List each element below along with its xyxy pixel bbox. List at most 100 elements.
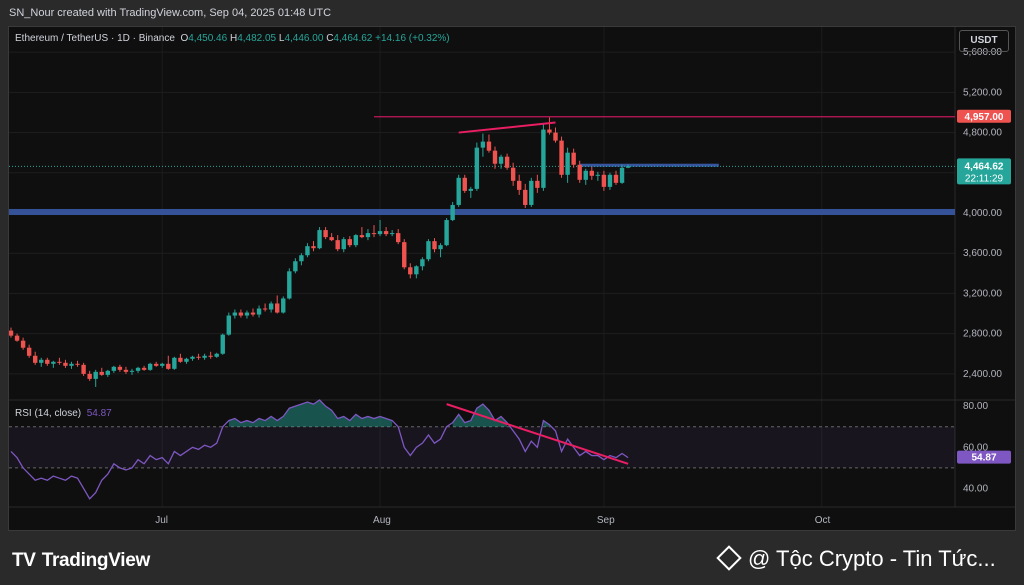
tradingview-logo[interactable]: TV TradingView (12, 550, 150, 572)
supply-zone (579, 163, 719, 167)
candle (268, 303, 274, 310)
price-chart[interactable]: 2,400.00 2,800.00 3,200.00 3,600.00 4,000.00… (9, 27, 1015, 530)
rsi-band (9, 426, 955, 468)
candle (450, 204, 455, 221)
candle (69, 363, 74, 366)
y-tick-label: 4,000.00 (963, 208, 1002, 219)
candle (39, 359, 44, 363)
candle (190, 356, 195, 359)
candle (75, 363, 80, 365)
candle (468, 188, 473, 191)
candle (625, 166, 631, 168)
candle (383, 231, 389, 235)
candle (33, 355, 38, 363)
candle (129, 370, 135, 372)
candle (117, 366, 123, 370)
candle (172, 357, 177, 369)
y-tick-label: 5,600.00 (963, 47, 1002, 58)
candle (299, 255, 304, 262)
low-label: L (278, 33, 285, 44)
rsi-line (10, 399, 629, 500)
candle (9, 330, 14, 336)
candle (541, 129, 546, 188)
candle (341, 239, 346, 250)
watermark: @ Tộc Crypto - Tin Tức... (716, 545, 996, 572)
candle (389, 233, 395, 235)
candle (160, 363, 165, 366)
support-zone (9, 208, 955, 216)
candle (438, 245, 443, 250)
candle (559, 140, 564, 175)
chart-panel[interactable]: 2,400.00 2,800.00 3,200.00 3,600.00 4,000.00… (8, 26, 1016, 531)
close-label: C (326, 33, 334, 44)
candle (535, 180, 540, 188)
high-value: 4,482.05 (237, 33, 277, 44)
x-tick-label: Oct (815, 515, 831, 526)
candle (20, 340, 26, 348)
candle (250, 312, 256, 315)
candle (359, 235, 365, 238)
candle (196, 356, 201, 358)
candle (613, 174, 619, 183)
candle (523, 189, 528, 205)
chart-header: SN_Nour created with TradingView.com, Se… (0, 0, 1024, 26)
candle (498, 156, 504, 164)
resistance-badge: 4,957.00 (965, 112, 1004, 123)
currency-button[interactable]: USDT (959, 30, 1009, 52)
candle (619, 167, 625, 183)
candle (208, 355, 213, 357)
countdown-badge: 22:11:29 (965, 173, 1004, 184)
candle (529, 180, 534, 205)
x-tick-label: Aug (373, 515, 391, 526)
candle (456, 177, 461, 205)
candle (323, 230, 328, 238)
y-tick-label: 2,800.00 (963, 329, 1002, 340)
candle (432, 241, 437, 250)
rsi-trendline (446, 403, 629, 465)
candle (420, 259, 425, 267)
low-value: 4,446.00 (284, 33, 324, 44)
candle (444, 220, 449, 246)
candle (317, 230, 322, 249)
candle (14, 335, 20, 341)
candle (517, 180, 522, 190)
candle (147, 363, 153, 370)
rsi-tick-label: 60.00 (963, 442, 988, 453)
candle (135, 367, 141, 371)
candle (492, 150, 498, 164)
candle (293, 261, 298, 272)
candle (504, 156, 510, 168)
rsi-badge: 54.87 (971, 453, 996, 464)
candle (589, 170, 594, 176)
resistance-badge-bg (957, 109, 1011, 123)
candle (281, 298, 286, 313)
close-value: 4,464.62 (333, 33, 373, 44)
candle (426, 241, 431, 260)
candle (244, 312, 250, 316)
candle (141, 367, 147, 370)
candle (214, 353, 219, 357)
y-tick-label: 5,200.00 (963, 87, 1002, 98)
candle (220, 334, 225, 354)
candle (123, 369, 129, 372)
binance-icon (716, 545, 742, 571)
candle (414, 266, 419, 275)
y-tick-label: 3,600.00 (963, 248, 1002, 259)
candle (335, 240, 340, 250)
candle (87, 373, 92, 379)
price-trendline (458, 121, 556, 134)
candle (93, 371, 98, 379)
candle (184, 358, 189, 362)
candle (607, 174, 613, 187)
candle (510, 167, 516, 181)
tv-logo-icon: TV (12, 550, 36, 571)
candle (238, 312, 244, 316)
candle (51, 361, 56, 364)
candle (377, 231, 383, 235)
candle (63, 362, 68, 366)
open-value: 4,450.46 (188, 33, 228, 44)
rsi-label: RSI (14, close) (15, 408, 82, 419)
rsi-badge-bg (957, 450, 1011, 464)
candle (262, 308, 268, 310)
symbol-name[interactable]: Ethereum / TetherUS · 1D · Binance (15, 33, 175, 44)
